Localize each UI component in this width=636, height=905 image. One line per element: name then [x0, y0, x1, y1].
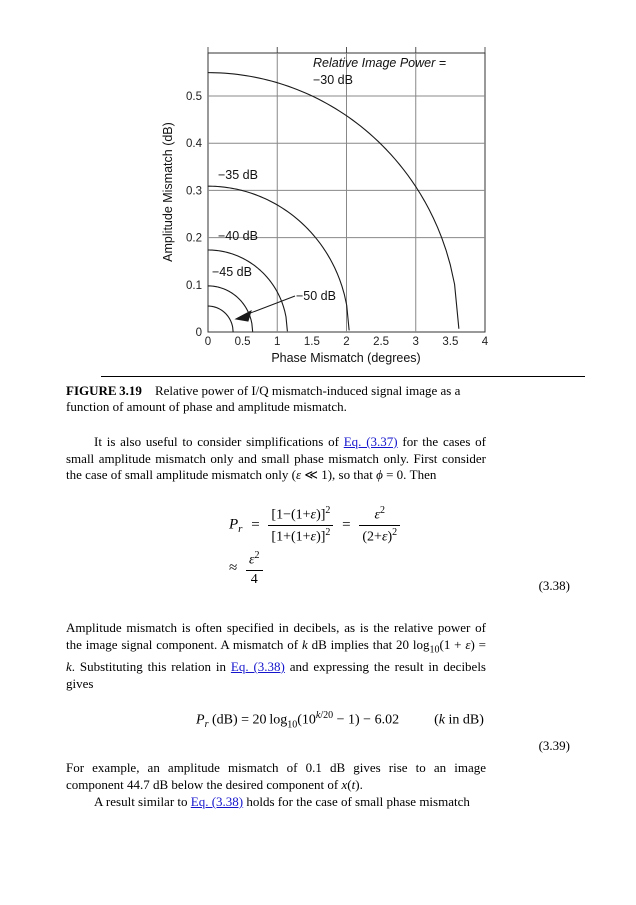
svg-text:Phase Mismatch (degrees): Phase Mismatch (degrees): [271, 351, 420, 365]
svg-text:0.1: 0.1: [186, 280, 202, 292]
svg-text:Amplitude Mismatch (dB): Amplitude Mismatch (dB): [161, 122, 175, 262]
svg-text:0: 0: [196, 327, 202, 339]
svg-text:2: 2: [343, 336, 349, 348]
svg-text:0.5: 0.5: [235, 336, 251, 348]
svg-text:2.5: 2.5: [373, 336, 389, 348]
svg-text:0.2: 0.2: [186, 233, 202, 245]
svg-text:0.3: 0.3: [186, 185, 202, 197]
svg-text:0: 0: [205, 336, 211, 348]
svg-text:−40 dB: −40 dB: [218, 229, 258, 243]
svg-text:0.5: 0.5: [186, 91, 202, 103]
svg-text:−50 dB: −50 dB: [296, 289, 336, 303]
svg-text:−30 dB: −30 dB: [313, 73, 353, 87]
svg-text:−45 dB: −45 dB: [212, 265, 252, 279]
svg-text:3: 3: [413, 336, 419, 348]
svg-text:Relative Image Power =: Relative Image Power =: [313, 56, 446, 70]
svg-text:3.5: 3.5: [442, 336, 458, 348]
svg-text:−35 dB: −35 dB: [218, 168, 258, 182]
svg-text:4: 4: [482, 336, 489, 348]
svg-text:1: 1: [274, 336, 280, 348]
svg-text:0.4: 0.4: [186, 138, 203, 150]
svg-text:1.5: 1.5: [304, 336, 320, 348]
